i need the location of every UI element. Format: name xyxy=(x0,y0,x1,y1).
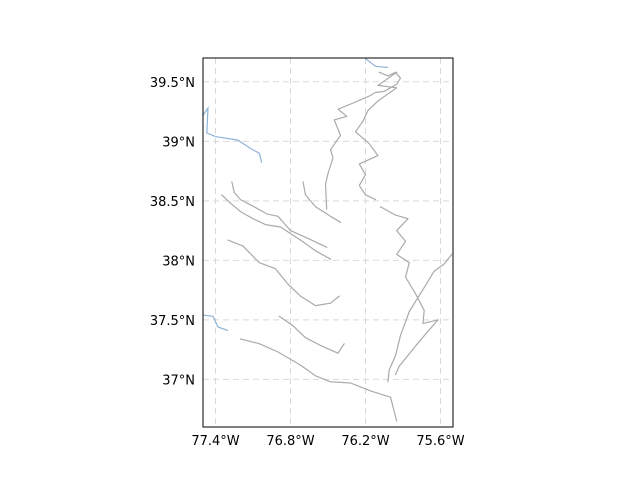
latitude-tick-labels: 39.5°N 39°N 38.5°N 38°N 37.5°N 37°N xyxy=(150,76,195,389)
coast-eastern-shore xyxy=(379,206,439,376)
map-frame xyxy=(202,57,454,428)
lon-tick-label: 76.8°W xyxy=(266,434,314,449)
lat-tick-label: 39.5°N xyxy=(150,76,195,91)
lat-tick-label: 38.5°N xyxy=(150,195,195,210)
boundary-md-pa xyxy=(363,58,389,69)
coast-upper-bay-west xyxy=(324,71,402,210)
coast-atlantic xyxy=(387,253,453,383)
lat-tick-label: 37°N xyxy=(162,373,195,388)
coast-potomac-south xyxy=(221,194,332,260)
lon-tick-label: 77.4°W xyxy=(191,434,239,449)
coast-james xyxy=(239,338,398,422)
coast-rappahannock xyxy=(227,239,340,307)
lat-tick-label: 37.5°N xyxy=(150,314,195,329)
coast-york xyxy=(278,315,345,354)
lon-tick-label: 75.6°W xyxy=(416,434,464,449)
coast-potomac-north xyxy=(231,181,328,248)
longitude-tick-labels: 77.4°W 76.8°W 76.2°W 75.6°W xyxy=(191,434,464,449)
boundary-va-nc xyxy=(203,314,229,332)
boundary-va-md-potomac xyxy=(203,105,263,163)
lon-tick-label: 76.2°W xyxy=(341,434,389,449)
state-boundaries xyxy=(203,58,389,332)
coast-upper-bay-east xyxy=(354,71,398,201)
gridlines xyxy=(203,58,453,427)
lat-tick-label: 39°N xyxy=(162,135,195,150)
lat-tick-label: 38°N xyxy=(162,254,195,269)
coast-patuxent xyxy=(302,181,342,223)
coastlines xyxy=(221,71,453,422)
